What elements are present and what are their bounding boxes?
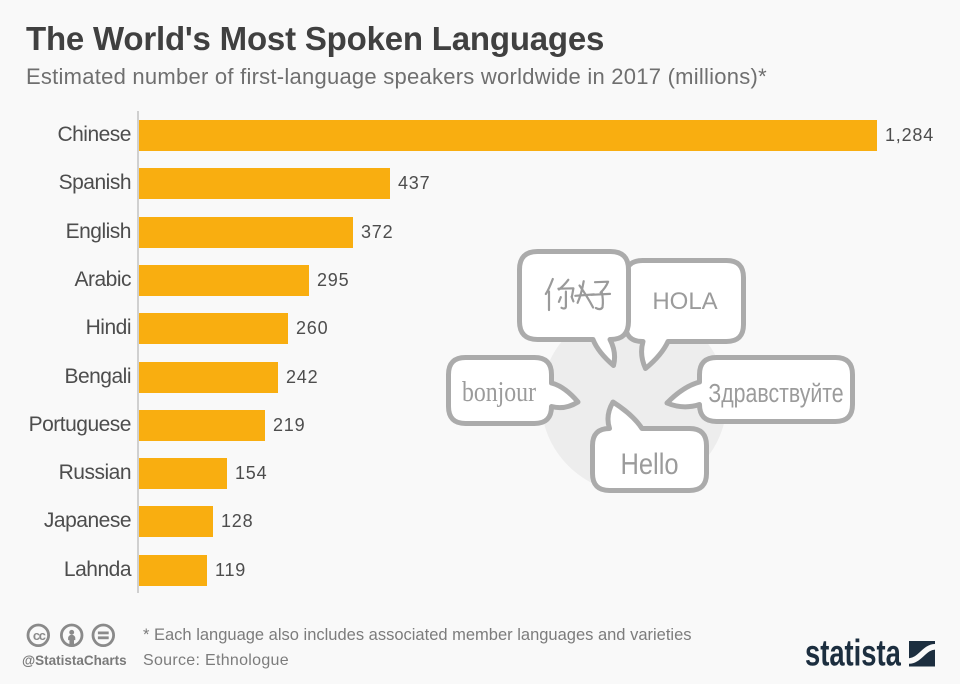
svg-text:Здравствуйте: Здравствуйте <box>708 379 843 409</box>
svg-text:Hello: Hello <box>620 447 678 480</box>
svg-text:bonjour: bonjour <box>462 376 536 407</box>
svg-text:cc: cc <box>33 628 46 643</box>
svg-text:statista: statista <box>805 634 902 670</box>
svg-text:HOLA: HOLA <box>652 288 717 315</box>
